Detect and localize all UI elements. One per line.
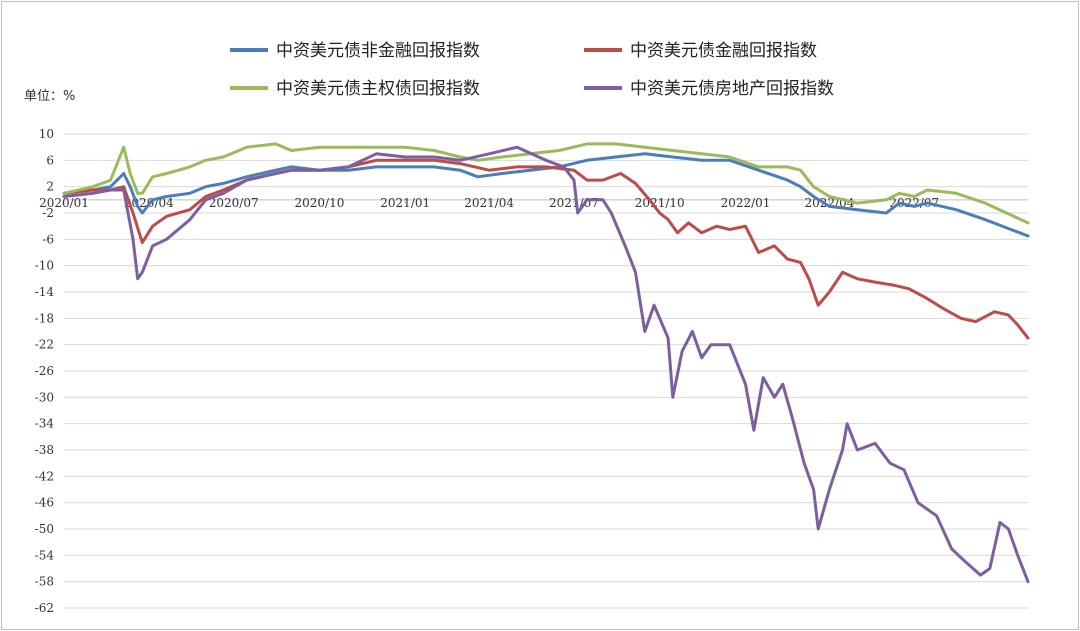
- grid-lines: [64, 133, 1028, 609]
- series-line-2: [62, 158, 1030, 340]
- y-tick-label: -26: [35, 364, 54, 378]
- y-tick-label: 10: [39, 127, 54, 141]
- x-tick-label: 2021/07: [549, 196, 599, 210]
- series-lines: [62, 142, 1030, 584]
- x-tick-label: 2020/01: [39, 196, 89, 210]
- y-tick-label: -6: [42, 232, 54, 246]
- y-tick-label: -22: [35, 338, 54, 352]
- y-tick-label: -42: [35, 469, 54, 483]
- y-axis-ticks: 10 6 2 -2 -6 -10 -14 -18 -22 -26 -30 -34 -38 -42 -46 -5…: [35, 127, 55, 615]
- series-line-1: [62, 152, 1030, 238]
- y-tick-label: -54: [35, 548, 55, 562]
- x-tick-label: 2020/07: [209, 196, 259, 210]
- y-tick-label: -62: [35, 601, 54, 615]
- y-tick-label: -46: [35, 496, 54, 510]
- y-tick-label: 2: [46, 180, 54, 194]
- y-tick-label: 6: [46, 153, 54, 167]
- y-tick-label: -38: [35, 443, 54, 457]
- legend-label-1: 中资美元债非金融回报指数: [276, 41, 480, 61]
- series-line-4: [62, 145, 1030, 584]
- y-tick-label: -10: [35, 259, 54, 273]
- x-tick-label: 2022/07: [889, 196, 939, 210]
- y-tick-label: -30: [35, 390, 54, 404]
- y-tick-label: -50: [35, 522, 54, 536]
- unit-label: 单位：%: [24, 89, 75, 104]
- y-tick-label: -34: [35, 417, 55, 431]
- x-tick-label: 2020/10: [295, 196, 345, 210]
- legend-label-4: 中资美元债房地产回报指数: [630, 79, 834, 99]
- y-tick-label: -14: [35, 285, 55, 299]
- x-axis-ticks: 2020/01 2020/04 2020/07 2020/10 2021/01 2021/…: [39, 196, 939, 210]
- x-tick-label: 2021/10: [635, 196, 685, 210]
- x-tick-label: 2021/04: [464, 196, 514, 210]
- legend-label-2: 中资美元债金融回报指数: [630, 41, 817, 61]
- legend-label-3: 中资美元债主权债回报指数: [276, 79, 480, 99]
- y-tick-label: -18: [35, 311, 54, 325]
- y-tick-label: -58: [35, 575, 54, 589]
- x-tick-label: 2022/01: [721, 196, 771, 210]
- y-tick-label: -2: [42, 206, 54, 220]
- x-tick-label: 2021/01: [380, 196, 430, 210]
- series-line-3: [62, 142, 1030, 225]
